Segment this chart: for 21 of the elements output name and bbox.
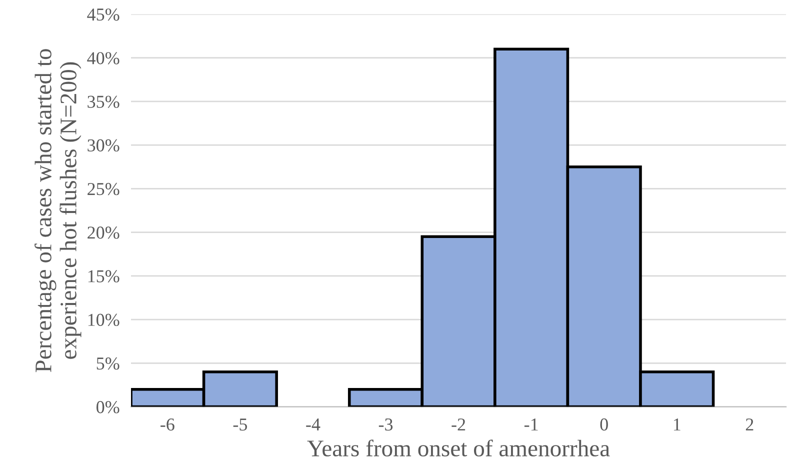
x-tick-label: -3	[378, 418, 393, 431]
x-tick-label: -5	[233, 418, 247, 431]
y-tick-label: 45%	[87, 8, 120, 21]
y-tick-label: 30%	[88, 139, 120, 152]
x-tick-label: -6	[160, 418, 174, 431]
y-axis-title: Percentage of cases who started to experience hot flushes (N=200)	[34, 49, 82, 372]
x-tick-label: 0	[600, 418, 608, 431]
y-tick-label: 40%	[87, 52, 120, 64]
x-tick-label: -1	[524, 418, 538, 430]
y-tick-label: 0%	[96, 401, 120, 414]
y-tick-label: 25%	[88, 182, 120, 196]
x-tick-label: 2	[746, 418, 754, 430]
y-tick-label: 35%	[88, 96, 120, 108]
y-tick-label: 5%	[96, 357, 120, 370]
y-tick-label: 15%	[88, 270, 120, 282]
x-tick-label: -2	[452, 418, 466, 430]
x-tick-label: 1	[674, 418, 680, 430]
x-tick-label: -4	[306, 418, 320, 430]
y-tick-label: 10%	[88, 314, 120, 326]
y-tick-label: 20%	[88, 226, 120, 239]
x-axis-title: Years from onset of amenorrhea	[307, 440, 610, 456]
